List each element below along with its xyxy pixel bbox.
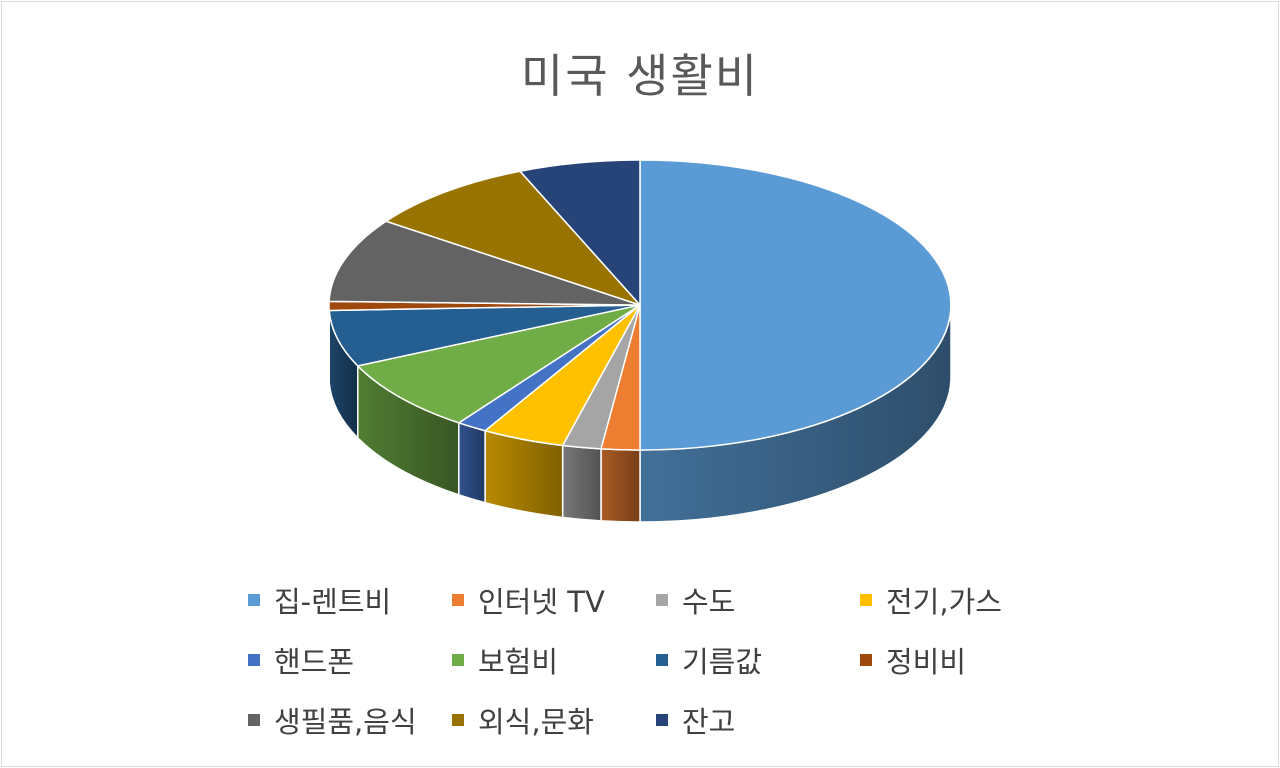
legend-label: 보험비	[478, 645, 559, 679]
legend-swatch	[860, 654, 872, 666]
legend-item: 외식,문화	[452, 700, 594, 740]
legend-swatch	[248, 714, 260, 726]
legend-label: 핸드폰	[274, 645, 355, 679]
legend-label: 외식,문화	[478, 705, 594, 739]
legend-swatch	[860, 594, 872, 606]
legend-item: 핸드폰	[248, 640, 354, 680]
legend-item: 기름값	[656, 640, 762, 680]
legend-swatch	[248, 654, 260, 666]
legend-swatch	[656, 654, 668, 666]
legend-swatch	[452, 714, 464, 726]
legend-item: 수도	[656, 580, 735, 620]
legend-label: 전기,가스	[886, 585, 1002, 619]
pie-slice-0	[639, 159, 952, 451]
legend-item: 잔고	[656, 700, 735, 740]
legend-item: 인터넷 TV	[452, 580, 605, 620]
legend-swatch	[452, 594, 464, 606]
legend-swatch	[452, 654, 464, 666]
pie-slice-side-1	[600, 448, 641, 523]
chart-title: 미국 생활비	[520, 49, 760, 103]
pie-slice-side-2	[561, 444, 602, 522]
legend-item: 생필품,음식	[248, 700, 417, 740]
legend-swatch	[656, 714, 668, 726]
pie-slice-6	[328, 304, 641, 367]
pie-slice-9	[385, 170, 641, 306]
legend-label: 인터넷 TV	[478, 585, 605, 619]
legend-item: 보험비	[452, 640, 558, 680]
legend-label: 집-렌트비	[274, 585, 392, 619]
pie-slice-10	[519, 159, 641, 306]
legend-label: 생필품,음식	[274, 705, 417, 739]
legend-label: 정비비	[886, 645, 967, 679]
legend-label: 수도	[682, 585, 736, 619]
legend-item: 집-렌트비	[248, 580, 391, 620]
legend-swatch	[656, 594, 668, 606]
pie-slice-8	[328, 220, 641, 306]
legend-item: 정비비	[860, 640, 966, 680]
legend-label: 기름값	[682, 645, 763, 679]
legend-label: 잔고	[682, 705, 736, 739]
pie-slice-5	[357, 304, 641, 424]
legend-swatch	[248, 594, 260, 606]
legend-item: 전기,가스	[860, 580, 1002, 620]
pie-slice-side-4	[458, 421, 486, 504]
